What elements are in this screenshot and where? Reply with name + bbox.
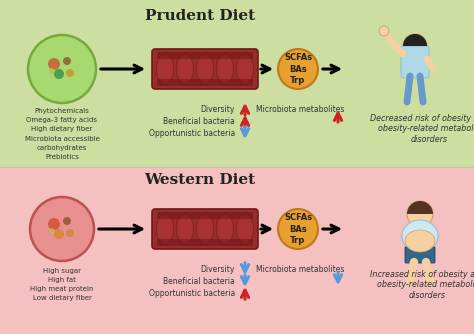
- Circle shape: [278, 49, 318, 89]
- Ellipse shape: [176, 54, 193, 84]
- Circle shape: [403, 34, 427, 58]
- Circle shape: [54, 229, 64, 239]
- Text: High fat: High fat: [48, 277, 76, 283]
- Ellipse shape: [217, 214, 234, 244]
- FancyBboxPatch shape: [157, 52, 253, 59]
- Text: Microbiota metabolites: Microbiota metabolites: [256, 265, 344, 274]
- Circle shape: [63, 57, 71, 65]
- Circle shape: [30, 197, 94, 261]
- FancyBboxPatch shape: [405, 247, 435, 263]
- Bar: [0, 0, 474, 167]
- Text: Low dietary fiber: Low dietary fiber: [33, 295, 91, 301]
- Circle shape: [49, 228, 55, 234]
- Circle shape: [28, 35, 96, 103]
- Circle shape: [66, 69, 74, 77]
- Text: Beneficial bacteria: Beneficial bacteria: [163, 277, 235, 286]
- Text: Omega-3 fatty acids: Omega-3 fatty acids: [27, 117, 98, 123]
- Ellipse shape: [156, 54, 173, 84]
- FancyBboxPatch shape: [157, 212, 253, 219]
- Text: Diversity: Diversity: [201, 265, 235, 274]
- Circle shape: [49, 68, 55, 74]
- FancyBboxPatch shape: [401, 46, 429, 78]
- Bar: [0, 167, 474, 334]
- Text: Beneficial bacteria: Beneficial bacteria: [163, 117, 235, 126]
- Text: SCFAs
BAs
Trp: SCFAs BAs Trp: [284, 53, 312, 85]
- Ellipse shape: [156, 214, 173, 244]
- Text: Prebiotics: Prebiotics: [45, 154, 79, 160]
- Text: High sugar: High sugar: [43, 268, 81, 274]
- Circle shape: [66, 229, 74, 237]
- Ellipse shape: [197, 54, 213, 84]
- Text: Diversity: Diversity: [201, 105, 235, 114]
- FancyBboxPatch shape: [152, 49, 258, 89]
- Text: High meat protein: High meat protein: [30, 286, 94, 292]
- Circle shape: [278, 209, 318, 249]
- Text: SCFAs
BAs
Trp: SCFAs BAs Trp: [284, 213, 312, 244]
- Ellipse shape: [402, 220, 438, 252]
- FancyBboxPatch shape: [152, 209, 258, 249]
- Circle shape: [379, 26, 389, 36]
- Circle shape: [48, 218, 60, 230]
- Text: Increased risk of obesity and
obesity-related metabolic
disorders: Increased risk of obesity and obesity-re…: [370, 270, 474, 300]
- Text: Opportunistic bacteria: Opportunistic bacteria: [149, 289, 235, 298]
- Text: Opportunistic bacteria: Opportunistic bacteria: [149, 129, 235, 138]
- Ellipse shape: [176, 214, 193, 244]
- Text: Decreased risk of obesity and
obesity-related metabolic
disorders: Decreased risk of obesity and obesity-re…: [370, 114, 474, 144]
- Ellipse shape: [237, 54, 254, 84]
- Ellipse shape: [197, 214, 213, 244]
- Text: High dietary fiber: High dietary fiber: [31, 126, 92, 132]
- Ellipse shape: [237, 214, 254, 244]
- Circle shape: [407, 201, 433, 227]
- FancyBboxPatch shape: [157, 239, 253, 246]
- Circle shape: [63, 217, 71, 225]
- Wedge shape: [403, 34, 427, 46]
- Ellipse shape: [405, 230, 435, 252]
- Circle shape: [54, 69, 64, 79]
- FancyBboxPatch shape: [157, 79, 253, 86]
- Text: Phytochemicals: Phytochemicals: [35, 108, 90, 114]
- Text: Microbiota metabolites: Microbiota metabolites: [256, 105, 344, 114]
- Text: Prudent Diet: Prudent Diet: [145, 9, 255, 23]
- Circle shape: [48, 58, 60, 70]
- Text: Western Diet: Western Diet: [145, 173, 255, 187]
- Text: Microbiota accessible: Microbiota accessible: [25, 136, 100, 142]
- Wedge shape: [407, 201, 433, 214]
- Ellipse shape: [217, 54, 234, 84]
- Text: carbohydrates: carbohydrates: [37, 145, 87, 151]
